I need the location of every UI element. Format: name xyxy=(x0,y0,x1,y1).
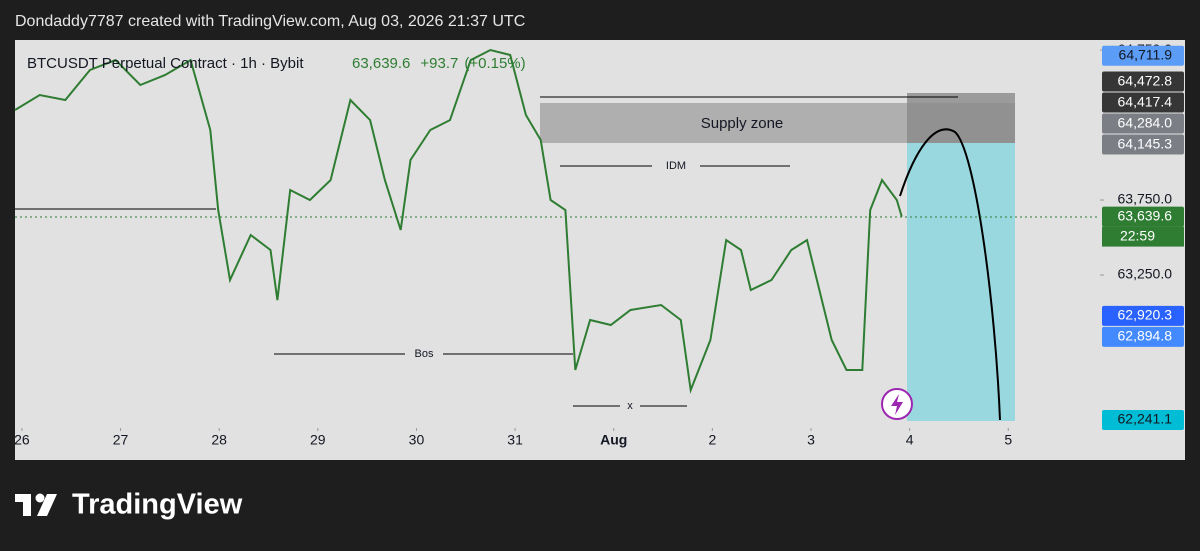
price-label: 64,417.4 xyxy=(1118,93,1173,109)
x-tick-label: 5 xyxy=(1004,432,1012,448)
x-tick-label: 4 xyxy=(906,432,914,448)
change-percent: (+0.15%) xyxy=(464,55,525,72)
countdown-box xyxy=(1102,226,1184,247)
logo-mark xyxy=(37,494,57,516)
price-label: 62,241.1 xyxy=(1118,411,1173,427)
price-label: 64,711.9 xyxy=(1119,46,1173,62)
price-label: 62,894.8 xyxy=(1118,328,1173,344)
price-label-box xyxy=(1102,206,1184,227)
footer-brand: TradingView xyxy=(72,489,243,521)
logo-mark xyxy=(15,494,31,516)
price-label-box xyxy=(1102,92,1184,113)
logo-mark xyxy=(35,493,45,503)
price-label: 64,472.8 xyxy=(1118,72,1173,88)
alert-bolt xyxy=(891,394,903,415)
chart-title: BTCUSDT Perpetual Contract · 1h · Bybit xyxy=(27,55,304,72)
price-label: 62,920.3 xyxy=(1118,307,1173,323)
x-tick-label: Aug xyxy=(600,432,627,448)
price-label: 64,145.3 xyxy=(1118,135,1173,151)
price-line xyxy=(14,48,903,395)
plot xyxy=(14,48,903,395)
logo: TradingView xyxy=(15,489,243,521)
x-tick-label: 29 xyxy=(310,432,326,448)
supply-label: Supply zone xyxy=(701,115,784,132)
last-price: 63,639.6 xyxy=(352,55,410,72)
header: Dondaddy7787 created with TradingView.co… xyxy=(15,13,525,30)
x-tick-label: 31 xyxy=(507,432,523,448)
stop-zone xyxy=(907,93,1015,143)
idm-label: IDM xyxy=(666,160,686,172)
y-tick-label: 63,250.0 xyxy=(1118,266,1173,282)
price-label-box xyxy=(1102,134,1184,155)
price-label: 64,284.0 xyxy=(1118,114,1173,130)
price-label-box xyxy=(1102,113,1184,134)
projection-curve xyxy=(899,128,1001,421)
bos-label: Bos xyxy=(415,348,434,360)
price-label: 63,639.6 xyxy=(1118,207,1173,223)
x-tick-label: 26 xyxy=(14,432,30,448)
change: +93.7 xyxy=(420,55,458,72)
price-label-box xyxy=(1102,326,1184,347)
countdown: 22:59 xyxy=(1120,227,1155,243)
price-label-box xyxy=(1102,45,1184,66)
x-tick-label: 27 xyxy=(113,432,129,448)
y-tick-label: 63,750.0 xyxy=(1118,191,1173,207)
x-tick-label: 2 xyxy=(708,432,716,448)
price-label-box xyxy=(1102,305,1184,326)
x-tick-label: 3 xyxy=(807,432,815,448)
x-tick-label: 30 xyxy=(409,432,425,448)
price-label-box xyxy=(1102,71,1184,92)
price-label-box xyxy=(1102,410,1184,430)
x-label: x xyxy=(627,400,633,412)
x-tick-label: 28 xyxy=(211,432,227,448)
